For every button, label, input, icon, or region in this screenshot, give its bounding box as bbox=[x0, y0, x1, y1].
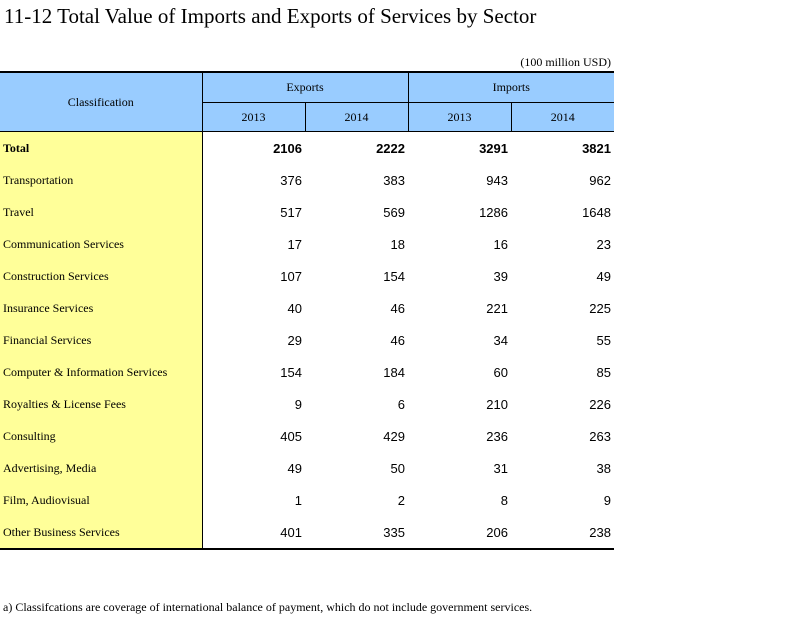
row-label: Royalties & License Fees bbox=[0, 388, 203, 420]
table-cell: 46 bbox=[390, 332, 405, 348]
table-cell: 221 bbox=[486, 300, 508, 316]
header-imports: Imports bbox=[408, 71, 614, 103]
table-cell: 38 bbox=[596, 460, 611, 476]
table-cell: 39 bbox=[493, 268, 508, 284]
table-cell: 8 bbox=[500, 492, 508, 508]
table-cell: 1 bbox=[294, 492, 302, 508]
table-cell: 46 bbox=[390, 300, 405, 316]
table-cell: 210 bbox=[486, 396, 508, 412]
row-label: Insurance Services bbox=[0, 292, 203, 324]
row-label: Consulting bbox=[0, 420, 203, 452]
table-cell: 1286 bbox=[479, 204, 508, 220]
table-cell: 263 bbox=[589, 428, 611, 444]
table-cell: 29 bbox=[287, 332, 302, 348]
table-cell: 2106 bbox=[273, 140, 302, 156]
table-cell: 9 bbox=[603, 492, 611, 508]
table-row: Consulting 405 429 236 263 bbox=[0, 420, 614, 452]
table-cell: 16 bbox=[493, 236, 508, 252]
table-cell: 60 bbox=[493, 364, 508, 380]
table-cell: 376 bbox=[280, 172, 302, 188]
row-label: Computer & Information Services bbox=[0, 356, 203, 388]
table-row: Insurance Services 40 46 221 225 bbox=[0, 292, 614, 324]
row-label: Travel bbox=[0, 196, 203, 228]
row-label: Communication Services bbox=[0, 228, 203, 260]
table-cell: 225 bbox=[589, 300, 611, 316]
row-label: Construction Services bbox=[0, 260, 203, 292]
table-cell: 184 bbox=[383, 364, 405, 380]
table-cell: 17 bbox=[287, 236, 302, 252]
table-cell: 49 bbox=[596, 268, 611, 284]
table-cell: 9 bbox=[294, 396, 302, 412]
row-label: Film, Audiovisual bbox=[0, 484, 203, 516]
table-row: Transportation 376 383 943 962 bbox=[0, 164, 614, 196]
header-year: 2013 bbox=[408, 102, 512, 132]
table-cell: 3291 bbox=[479, 140, 508, 156]
table-cell: 6 bbox=[397, 396, 405, 412]
table-row: Advertising, Media 49 50 31 38 bbox=[0, 452, 614, 484]
header-year: 2013 bbox=[202, 102, 306, 132]
table-cell: 50 bbox=[390, 460, 405, 476]
table-cell: 2222 bbox=[376, 140, 405, 156]
table-row: Royalties & License Fees 9 6 210 226 bbox=[0, 388, 614, 420]
table-cell: 335 bbox=[305, 516, 408, 550]
table-cell: 401 bbox=[202, 516, 305, 550]
table-row: Communication Services 17 18 16 23 bbox=[0, 228, 614, 260]
table-cell: 18 bbox=[390, 236, 405, 252]
table-cell: 405 bbox=[280, 428, 302, 444]
table-cell: 226 bbox=[589, 396, 611, 412]
table-cell: 236 bbox=[486, 428, 508, 444]
table-row: Other Business Services 401 335 206 238 bbox=[0, 516, 614, 550]
row-label: Other Business Services bbox=[0, 516, 203, 550]
table-cell: 517 bbox=[280, 204, 302, 220]
table-cell: 55 bbox=[596, 332, 611, 348]
unit-label: (100 million USD) bbox=[520, 55, 611, 69]
table-cell: 40 bbox=[287, 300, 302, 316]
table-cell: 49 bbox=[287, 460, 302, 476]
table-cell: 429 bbox=[383, 428, 405, 444]
page-title: 11-12 Total Value of Imports and Exports… bbox=[4, 4, 537, 28]
row-label: Financial Services bbox=[0, 324, 203, 356]
table-cell: 962 bbox=[589, 172, 611, 188]
table-cell: 3821 bbox=[582, 140, 611, 156]
services-table: Classification Exports Imports 2013 2014… bbox=[0, 71, 614, 550]
table-cell: 2 bbox=[397, 492, 405, 508]
footnote: a) Classifcations are coverage of intern… bbox=[3, 600, 533, 614]
table-row: Travel 517 569 1286 1648 bbox=[0, 196, 614, 228]
table-row-total: Total 2106 2222 3291 3821 bbox=[0, 131, 614, 164]
table-cell: 238 bbox=[511, 516, 614, 550]
row-label: Advertising, Media bbox=[0, 452, 203, 484]
table-row: Construction Services 107 154 39 49 bbox=[0, 260, 614, 292]
table-cell: 31 bbox=[493, 460, 508, 476]
row-label: Total bbox=[0, 131, 203, 164]
table-cell: 569 bbox=[383, 204, 405, 220]
header-exports: Exports bbox=[202, 71, 409, 103]
table-cell: 154 bbox=[280, 364, 302, 380]
table-cell: 23 bbox=[596, 236, 611, 252]
table-cell: 943 bbox=[486, 172, 508, 188]
table-cell: 85 bbox=[596, 364, 611, 380]
table-row: Computer & Information Services 154 184 … bbox=[0, 356, 614, 388]
table-row: Financial Services 29 46 34 55 bbox=[0, 324, 614, 356]
table-cell: 107 bbox=[280, 268, 302, 284]
table-cell: 1648 bbox=[582, 204, 611, 220]
header-year: 2014 bbox=[511, 102, 614, 132]
table-cell: 383 bbox=[383, 172, 405, 188]
header-year: 2014 bbox=[305, 102, 409, 132]
table-cell: 154 bbox=[383, 268, 405, 284]
table-cell: 206 bbox=[408, 516, 511, 550]
header-classification: Classification bbox=[0, 71, 203, 132]
table-cell: 34 bbox=[493, 332, 508, 348]
table-row: Film, Audiovisual 1 2 8 9 bbox=[0, 484, 614, 516]
row-label: Transportation bbox=[0, 164, 203, 196]
